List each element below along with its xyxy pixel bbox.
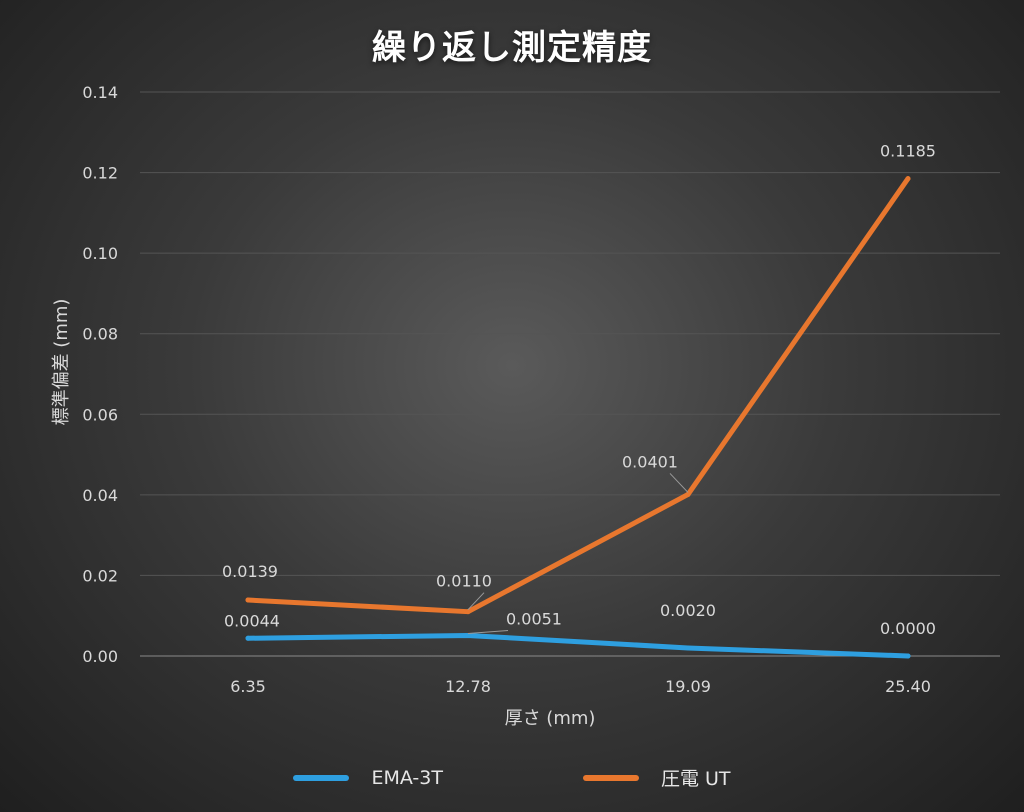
x-tick-label: 6.35 [230,677,266,696]
legend-swatch-piezo [582,774,639,781]
data-point [905,653,911,659]
x-tick-label: 19.09 [665,677,711,696]
data-label: 0.0000 [880,619,936,638]
y-tick-label: 0.02 [82,566,118,585]
data-label: 0.0020 [660,601,716,620]
legend: EMA-3T 圧電 UT [0,764,1024,791]
series-line-piezo [245,176,911,615]
x-tick-label: 25.40 [885,677,931,696]
legend-swatch-ema [293,774,350,781]
y-tick-label: 0.08 [82,325,118,344]
legend-item-piezo: 圧電 UT [582,764,731,791]
chart-title: 繰り返し測定精度 [372,28,652,68]
data-point [245,597,251,603]
y-tick-label: 0.04 [82,486,118,505]
data-point [465,632,471,638]
data-label: 0.0044 [224,611,280,630]
data-label: 0.0051 [506,609,562,628]
x-tick-label: 12.78 [445,677,491,696]
legend-label-piezo: 圧電 UT [660,768,731,790]
data-label-leader [467,592,485,611]
x-axis-label: 厚さ (mm) [504,708,596,729]
data-label: 0.0139 [222,562,278,581]
data-point [465,609,471,615]
legend-item-ema: EMA-3T [293,767,443,789]
data-label-leader [669,473,689,493]
data-label: 0.0110 [436,572,492,591]
data-label: 0.1185 [880,142,936,161]
data-label-leader [467,629,509,634]
y-tick-label: 0.12 [82,164,118,183]
data-point [245,635,251,641]
y-tick-label: 0.00 [82,647,118,666]
y-tick-label: 0.14 [82,83,118,102]
data-point [685,645,691,651]
y-tick-label: 0.06 [82,405,118,424]
legend-label-ema: EMA-3T [371,766,443,789]
data-point [905,176,911,182]
y-tick-label: 0.10 [82,244,118,263]
data-label: 0.0401 [622,452,678,471]
data-point [685,491,691,497]
series-line-ema [245,632,911,659]
